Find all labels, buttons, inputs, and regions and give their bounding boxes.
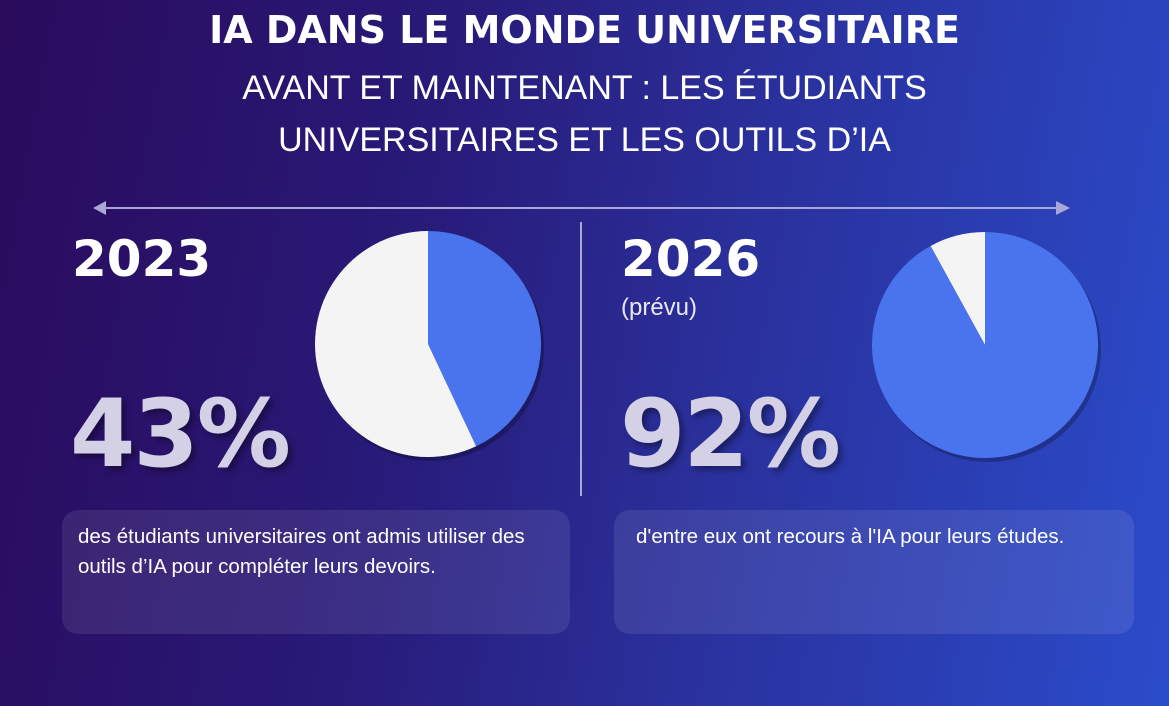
description-2023: des étudiants universitaires ont admis u… (78, 525, 525, 578)
page-title: IA DANS LE MONDE UNIVERSITAIRE (209, 8, 960, 52)
pie-slice (314, 231, 477, 458)
description-card-2023: des étudiants universitaires ont admis u… (62, 510, 570, 634)
description-2026: d'entre eux ont recours à l'IA pour leur… (636, 525, 1065, 548)
arrow-right-icon (1056, 201, 1070, 215)
page-subtitle: AVANT ET MAINTENANT : LES ÉTUDIANTS UNIV… (242, 69, 927, 159)
pie-chart-2026 (872, 232, 1101, 462)
percent-2026: 92% (620, 380, 841, 489)
description-card-2026: d'entre eux ont recours à l'IA pour leur… (614, 510, 1134, 634)
pie-chart-2023 (314, 231, 544, 461)
pie-slice (872, 232, 1098, 458)
year-2023: 2023 (72, 230, 212, 288)
arrow-left-icon (93, 201, 106, 215)
pie-slice (428, 231, 541, 447)
pie-slice (930, 232, 985, 345)
year-note-2026: (prévu) (621, 294, 698, 321)
year-2026: 2026 (621, 230, 761, 288)
percent-2023: 43% (70, 380, 291, 489)
